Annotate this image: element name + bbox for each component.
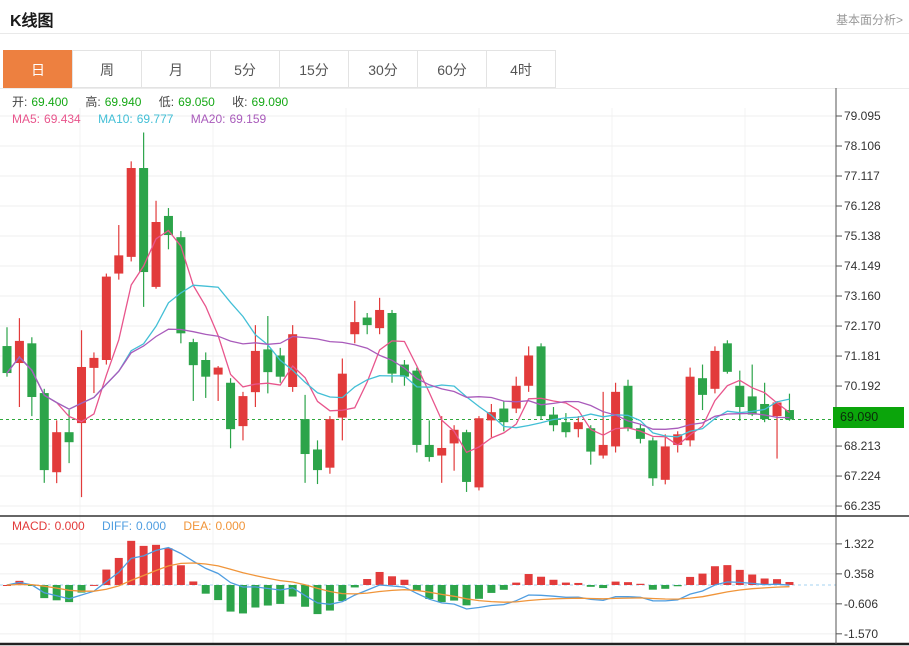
ma10-value: 69.777 [136, 112, 174, 126]
close-value: 69.090 [251, 95, 289, 109]
dea-label: DEA: [183, 519, 212, 533]
svg-text:78.106: 78.106 [844, 139, 881, 153]
low-label: 低: [158, 95, 175, 109]
svg-text:68.213: 68.213 [844, 439, 881, 453]
tab-5min[interactable]: 5分 [210, 50, 280, 88]
kline-chart-canvas[interactable]: 79.095 78.106 77.117 76.128 75.138 74.149 73.1… [0, 88, 909, 646]
tab-week[interactable]: 周 [72, 50, 142, 88]
diff-label: DIFF: [102, 519, 133, 533]
tab-15min[interactable]: 15分 [279, 50, 349, 88]
tab-60min[interactable]: 60分 [417, 50, 487, 88]
svg-text:75.138: 75.138 [844, 229, 881, 243]
low-value: 69.050 [178, 95, 215, 109]
page-title: K线图 [10, 13, 54, 30]
tab-30min[interactable]: 30分 [348, 50, 418, 88]
tab-day[interactable]: 日 [3, 50, 73, 88]
macd-legend: MACD: 0.000 DIFF: 0.000 DEA: 0.000 [12, 519, 249, 533]
dea-value: 0.000 [215, 519, 246, 533]
svg-text:-1.570: -1.570 [844, 627, 878, 641]
tab-4hour[interactable]: 4时 [486, 50, 556, 88]
ohlc-legend: 开: 69.400 高: 69.940 低: 69.050 收: 69.090 [12, 93, 292, 110]
interval-tabs: 日 周 月 5分 15分 30分 60分 4时 [3, 50, 556, 88]
tabs-bottom-border [0, 88, 909, 89]
svg-text:67.224: 67.224 [844, 469, 881, 483]
open-value: 69.400 [31, 95, 69, 109]
page-header: K线图 基本面分析> [0, 0, 909, 34]
high-label: 高: [85, 95, 101, 109]
ma10-label: MA10: [98, 112, 133, 126]
svg-text:76.128: 76.128 [844, 199, 881, 213]
ma5-value: 69.434 [44, 112, 81, 126]
svg-text:77.117: 77.117 [844, 169, 880, 183]
svg-text:70.192: 70.192 [844, 379, 881, 393]
svg-text:0.358: 0.358 [844, 567, 874, 581]
fundamental-analysis-link[interactable]: 基本面分析> [835, 13, 903, 27]
svg-text:71.181: 71.181 [844, 349, 881, 363]
svg-text:1.322: 1.322 [844, 537, 874, 551]
macd-label: MACD: [12, 519, 51, 533]
ma20-label: MA20: [190, 112, 226, 126]
ma-legend: MA5: 69.434 MA10: 69.777 MA20: 69.159 [12, 112, 270, 126]
svg-text:73.160: 73.160 [844, 289, 881, 303]
ma5-label: MA5: [12, 112, 41, 126]
macd-value: 0.000 [54, 519, 85, 533]
svg-text:79.095: 79.095 [844, 109, 881, 123]
svg-text:74.149: 74.149 [844, 259, 881, 273]
current-price-tag: 69.090 [833, 407, 904, 428]
high-value: 69.940 [104, 95, 142, 109]
svg-text:72.170: 72.170 [844, 319, 881, 333]
svg-text:-0.606: -0.606 [844, 597, 878, 611]
diff-value: 0.000 [136, 519, 167, 533]
svg-text:66.235: 66.235 [844, 499, 881, 513]
tab-month[interactable]: 月 [141, 50, 211, 88]
ma20-value: 69.159 [229, 112, 267, 126]
close-label: 收: [232, 95, 248, 109]
open-label: 开: [12, 95, 28, 109]
